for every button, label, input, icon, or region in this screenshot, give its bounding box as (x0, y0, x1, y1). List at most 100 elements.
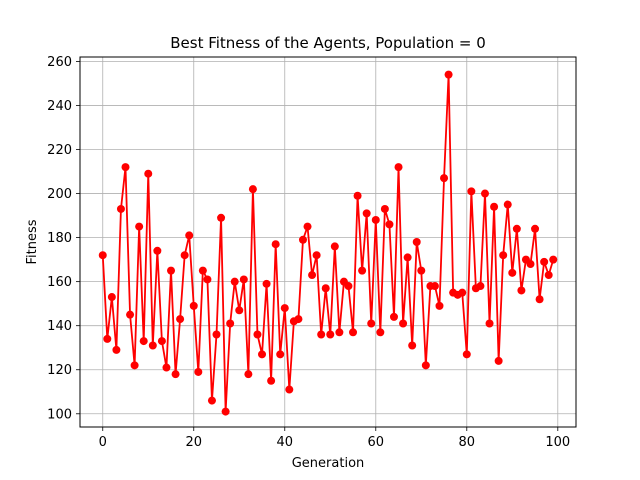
data-point (180, 251, 189, 260)
y-tick-label: 120 (47, 363, 72, 378)
data-point (317, 330, 326, 339)
data-point (312, 251, 321, 260)
data-point (244, 370, 253, 379)
data-point (217, 213, 226, 222)
data-point (248, 185, 257, 194)
data-point (285, 385, 294, 394)
data-point (526, 260, 535, 269)
data-point (499, 251, 508, 260)
y-tick-label: 140 (47, 319, 72, 334)
data-point (444, 70, 453, 79)
data-point (371, 215, 380, 224)
data-point (485, 319, 494, 328)
grid-lines (80, 57, 576, 427)
data-point (412, 238, 421, 246)
x-tick-label: 0 (99, 435, 107, 450)
y-tick-label: 200 (47, 187, 72, 202)
data-point (239, 275, 248, 284)
data-point (376, 328, 385, 337)
data-point (167, 266, 176, 275)
data-point (308, 271, 317, 280)
data-point (362, 209, 371, 218)
data-point (476, 282, 485, 291)
y-tick-label: 160 (47, 275, 72, 290)
data-point (349, 328, 358, 337)
data-point (490, 202, 499, 211)
data-point (462, 350, 471, 359)
data-point (389, 312, 398, 321)
data-point (144, 169, 153, 178)
data-point (230, 277, 239, 286)
y-axis-label: Fitness (25, 219, 40, 264)
y-tick-label: 260 (47, 55, 72, 70)
data-point (294, 315, 303, 324)
data-point (330, 242, 339, 251)
data-point (130, 361, 139, 370)
data-point (535, 295, 544, 304)
data-point (107, 293, 116, 302)
x-tick-label: 20 (185, 435, 202, 450)
data-point (189, 301, 198, 310)
data-point (194, 367, 203, 376)
axis-ticks: 0 20 40 60 80 100 100 120 140 160 180 200 220 240 260 (47, 55, 570, 450)
data-point (121, 163, 130, 172)
data-point (367, 319, 376, 328)
data-point (157, 337, 166, 346)
data-point (271, 240, 280, 249)
data-point (221, 407, 230, 416)
y-tick-label: 180 (47, 231, 72, 246)
data-point (344, 282, 353, 291)
data-point (126, 310, 135, 319)
data-point (494, 356, 503, 365)
data-point (253, 330, 262, 339)
data-point (171, 370, 180, 379)
data-point (203, 275, 212, 284)
y-tick-label: 220 (47, 143, 72, 158)
data-point (435, 301, 444, 310)
data-point (235, 306, 244, 315)
data-point (467, 187, 476, 196)
data-point (335, 328, 344, 337)
data-point (258, 350, 267, 359)
series-fitness (98, 70, 558, 416)
data-point (153, 246, 162, 255)
x-tick-label: 80 (459, 435, 476, 450)
data-point (417, 266, 426, 275)
data-point (380, 204, 389, 213)
data-point (440, 174, 449, 183)
data-point (280, 304, 289, 313)
data-point (517, 286, 526, 295)
data-point (549, 255, 558, 264)
data-point (148, 341, 157, 350)
data-point (480, 189, 489, 198)
data-point (394, 163, 403, 172)
data-point (135, 222, 144, 231)
data-point (298, 235, 307, 244)
data-point (276, 350, 285, 359)
data-point (430, 282, 439, 291)
data-point (262, 279, 271, 288)
data-point (408, 341, 417, 350)
data-point (112, 345, 121, 354)
data-point (162, 363, 171, 372)
data-point (531, 224, 540, 233)
data-point (139, 337, 148, 346)
y-tick-label: 240 (47, 99, 72, 114)
x-tick-label: 40 (276, 435, 293, 450)
data-point (512, 224, 521, 233)
x-axis-label: Generation (292, 456, 365, 471)
data-point (176, 315, 185, 324)
data-point (458, 288, 467, 297)
data-point (321, 284, 330, 293)
data-point (326, 330, 335, 339)
data-point (540, 257, 549, 266)
data-point (267, 376, 276, 385)
data-point (399, 319, 408, 328)
data-point (98, 251, 107, 260)
data-point (198, 266, 207, 275)
y-tick-label: 100 (47, 407, 72, 422)
data-point (358, 266, 367, 275)
data-point (508, 268, 517, 277)
x-tick-label: 100 (545, 435, 570, 450)
